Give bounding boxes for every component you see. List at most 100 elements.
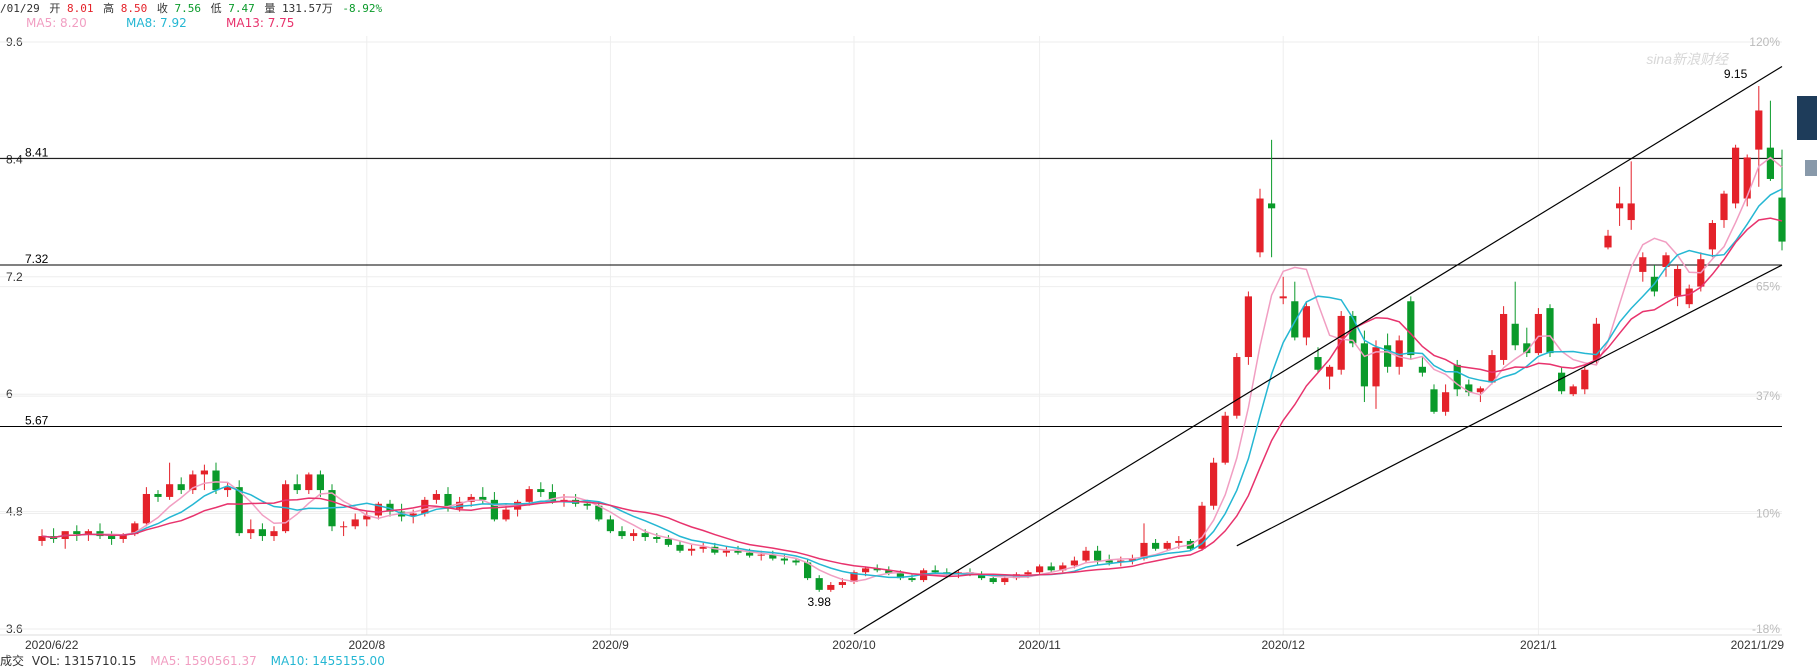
candle <box>676 540 684 553</box>
candle <box>769 550 777 561</box>
candle-body <box>467 496 475 502</box>
candle <box>641 529 649 541</box>
candle-body <box>1674 268 1682 297</box>
volume-footer-value: VOL: 1315710.15 <box>31 654 137 668</box>
candle-body <box>282 484 290 532</box>
candle <box>235 480 243 537</box>
change-value: -8.92% <box>342 2 383 15</box>
candle-body <box>1720 193 1728 221</box>
candle-body <box>1558 372 1566 392</box>
candle <box>1592 317 1600 365</box>
candle <box>1407 296 1415 360</box>
candle-body <box>363 515 371 520</box>
candle <box>1662 252 1670 277</box>
candle <box>1674 265 1682 307</box>
candle-body <box>664 538 672 545</box>
candle-body <box>606 519 614 532</box>
watermark-logo: sina新浪财经 <box>1646 51 1730 67</box>
candle-body <box>734 550 742 553</box>
candle <box>966 568 974 577</box>
candle <box>1395 335 1403 375</box>
candle <box>154 490 162 502</box>
candle-body <box>166 484 174 497</box>
candle-body <box>873 568 881 571</box>
open-label: 开 <box>49 2 61 15</box>
y-tick-label: 7.2 <box>6 270 23 284</box>
candle <box>792 557 800 566</box>
candle-body <box>862 568 870 573</box>
candle-body <box>154 493 162 497</box>
candle <box>1732 144 1740 209</box>
candle-body <box>804 562 812 579</box>
candle <box>653 533 661 543</box>
candle <box>1720 190 1728 228</box>
candle-body <box>1650 276 1658 292</box>
candle <box>1291 281 1299 341</box>
candle <box>270 526 278 541</box>
candle <box>293 474 301 494</box>
candle-body <box>50 536 58 539</box>
candle-body <box>1233 357 1241 416</box>
candle <box>247 519 255 539</box>
candle-body <box>502 509 510 520</box>
candle-body <box>1175 540 1183 543</box>
candle-body <box>1476 388 1484 393</box>
candle-body <box>38 536 46 541</box>
candle-body <box>1755 110 1763 150</box>
candle <box>1302 301 1310 346</box>
candle <box>1627 161 1635 230</box>
candle-body <box>189 474 197 491</box>
candle-body <box>119 534 127 539</box>
candle <box>305 472 313 494</box>
candle <box>722 546 730 557</box>
candle-body <box>1488 355 1496 383</box>
candle-body <box>200 470 208 475</box>
candle-body <box>1128 558 1136 561</box>
candle <box>815 575 823 592</box>
candle-body <box>1337 315 1345 370</box>
candle-body <box>142 493 150 524</box>
candle <box>537 482 545 497</box>
x-tick-label: 2020/8 <box>348 638 385 652</box>
candle-body <box>769 554 777 559</box>
side-panel-tab-small[interactable] <box>1805 160 1817 176</box>
trend-line <box>1236 264 1783 547</box>
candle-body <box>1152 542 1160 549</box>
candle <box>73 525 81 541</box>
candle-body <box>954 572 962 575</box>
candle-body <box>1372 347 1380 387</box>
candle <box>1766 100 1774 181</box>
candle-body <box>1534 313 1542 354</box>
candle <box>1708 220 1716 258</box>
candle <box>1685 284 1693 309</box>
candle <box>490 492 498 522</box>
candle-body <box>838 582 846 585</box>
candle <box>1546 304 1554 358</box>
candle <box>1534 308 1542 356</box>
candle <box>1128 554 1136 565</box>
candle-body <box>305 474 313 491</box>
candle <box>409 509 417 524</box>
candle <box>630 529 638 541</box>
candle-body <box>177 484 185 491</box>
candle-body <box>653 537 661 539</box>
candle-body <box>514 501 522 510</box>
candle <box>989 574 997 584</box>
candle <box>1511 281 1519 351</box>
candle <box>456 496 464 512</box>
candle-body <box>572 499 580 504</box>
candle <box>1453 359 1461 397</box>
candle <box>1755 86 1763 187</box>
candle-body <box>966 572 974 575</box>
candle <box>224 482 232 497</box>
candle-body <box>1384 345 1392 367</box>
candle <box>96 523 104 539</box>
candle <box>84 529 92 541</box>
candle <box>838 578 846 588</box>
candle-body <box>1639 257 1647 272</box>
candle-body <box>1766 147 1774 179</box>
candle-body <box>1465 384 1473 393</box>
candle-body <box>1407 301 1415 356</box>
candle-body <box>270 531 278 537</box>
side-panel-tab[interactable] <box>1797 96 1817 140</box>
